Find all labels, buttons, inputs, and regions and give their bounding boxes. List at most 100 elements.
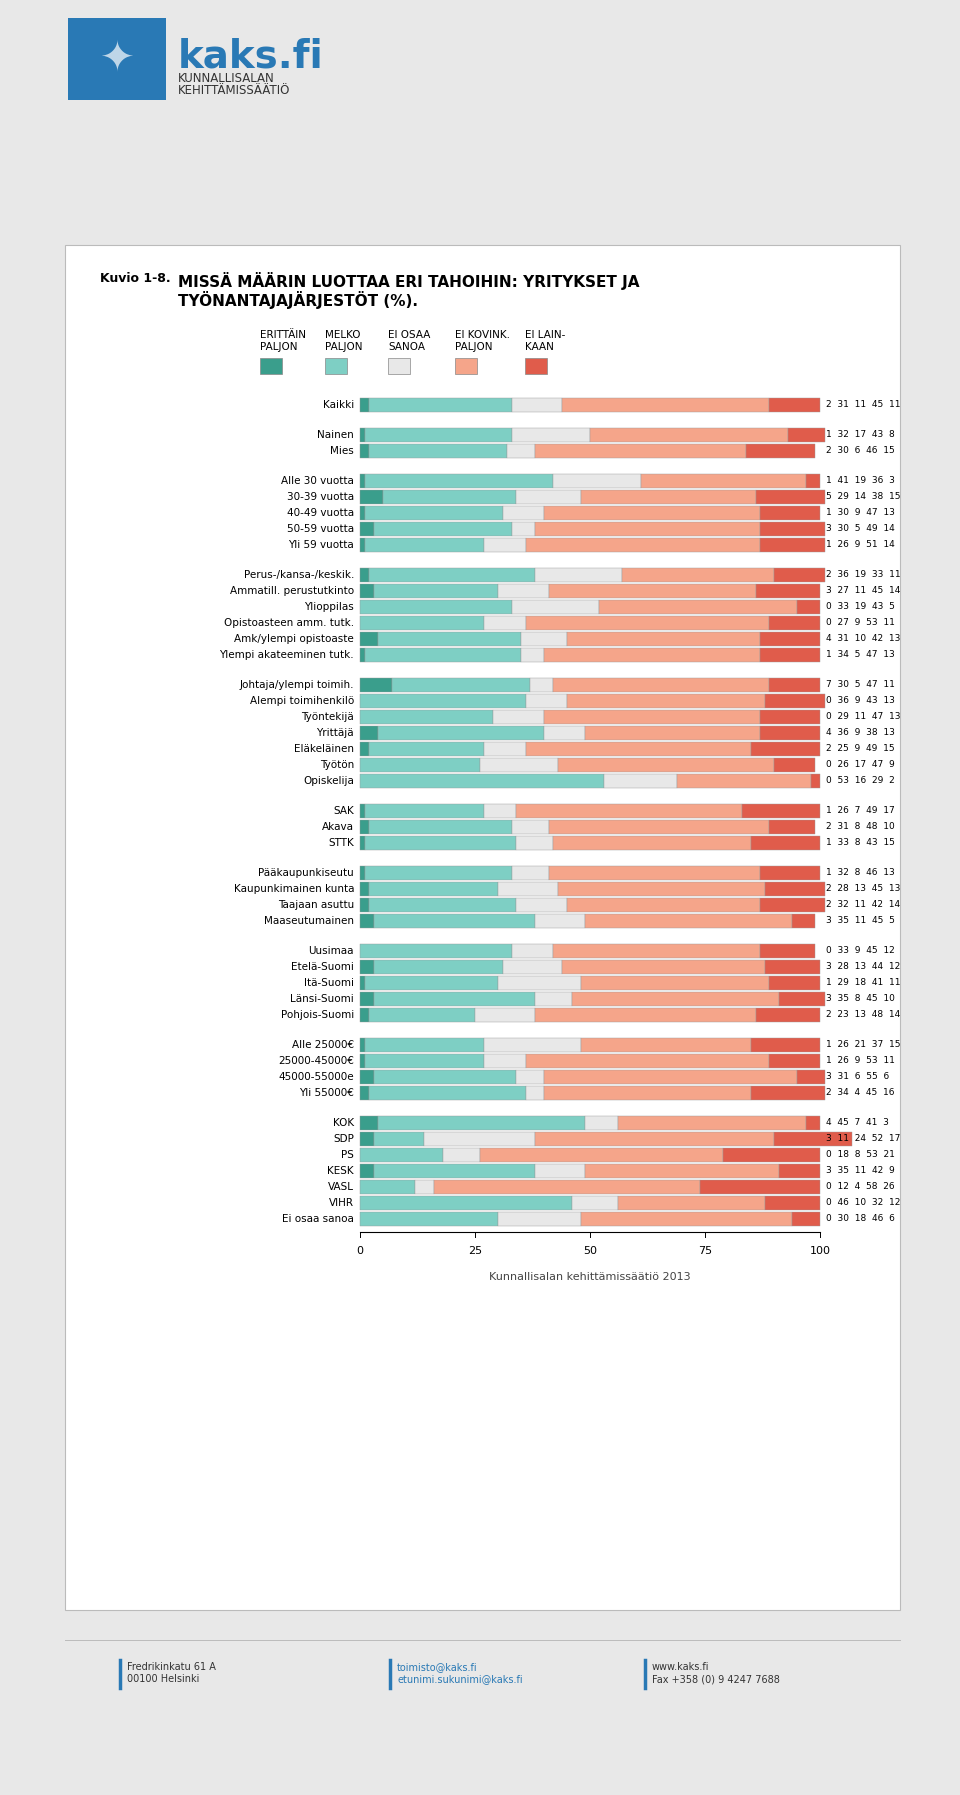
Bar — [769, 616, 820, 630]
Bar — [455, 357, 477, 373]
Text: 2  25  9  49  15: 2 25 9 49 15 — [826, 745, 895, 754]
Text: 1  41  19  36  3: 1 41 19 36 3 — [826, 476, 895, 485]
Text: Taajaan asuttu: Taajaan asuttu — [277, 899, 354, 910]
Text: STTK: STTK — [328, 838, 354, 847]
Bar — [516, 804, 742, 817]
Bar — [360, 757, 480, 772]
Text: 1  32  8  46  13: 1 32 8 46 13 — [826, 869, 895, 878]
Text: Fax +358 (0) 9 4247 7688: Fax +358 (0) 9 4247 7688 — [652, 1675, 780, 1684]
Bar — [360, 443, 370, 458]
Bar — [360, 490, 383, 504]
Bar — [617, 1195, 765, 1210]
Bar — [526, 616, 769, 630]
Bar — [360, 804, 365, 817]
Bar — [571, 1195, 617, 1210]
Text: 75: 75 — [698, 1246, 712, 1256]
Bar — [498, 881, 558, 896]
Bar — [365, 865, 512, 880]
Text: 0  33  19  43  5: 0 33 19 43 5 — [826, 603, 895, 612]
Bar — [360, 427, 365, 442]
Bar — [792, 914, 815, 928]
Bar — [751, 1086, 825, 1100]
Bar — [360, 1149, 443, 1161]
Bar — [553, 836, 751, 849]
Bar — [765, 695, 825, 707]
Text: 5  29  14  38  15: 5 29 14 38 15 — [826, 492, 900, 501]
Text: Uusimaa: Uusimaa — [308, 946, 354, 955]
Text: 0  18  8  53  21: 0 18 8 53 21 — [826, 1151, 895, 1160]
Text: VASL: VASL — [328, 1181, 354, 1192]
Bar — [360, 741, 370, 756]
Bar — [360, 1086, 370, 1100]
Bar — [360, 600, 512, 614]
Text: 2  28  13  45  13: 2 28 13 45 13 — [826, 885, 900, 894]
Bar — [760, 506, 820, 519]
Bar — [563, 398, 769, 411]
Bar — [774, 567, 825, 582]
Text: 0: 0 — [356, 1246, 364, 1256]
Bar — [484, 1038, 581, 1052]
Text: 3  35  11  42  9: 3 35 11 42 9 — [826, 1167, 895, 1176]
Text: 4  45  7  41  3: 4 45 7 41 3 — [826, 1118, 889, 1127]
Bar — [769, 398, 820, 411]
Bar — [769, 1054, 820, 1068]
Bar — [751, 741, 820, 756]
Bar — [586, 1163, 779, 1178]
Text: Kuvio 1-8.: Kuvio 1-8. — [100, 273, 171, 285]
Bar — [760, 538, 825, 551]
Bar — [617, 1116, 806, 1129]
Bar — [747, 443, 815, 458]
Bar — [360, 774, 604, 788]
Bar — [567, 695, 765, 707]
Text: KOK: KOK — [333, 1118, 354, 1127]
Text: Mies: Mies — [330, 445, 354, 456]
Bar — [779, 993, 825, 1005]
Bar — [360, 632, 378, 646]
Bar — [360, 648, 365, 662]
Text: 1  26  7  49  17: 1 26 7 49 17 — [826, 806, 895, 815]
Bar — [365, 648, 521, 662]
Bar — [760, 522, 825, 535]
Bar — [765, 881, 825, 896]
Bar — [360, 538, 365, 551]
Bar — [640, 474, 806, 488]
Bar — [360, 898, 370, 912]
Bar — [525, 357, 547, 373]
Bar — [373, 914, 535, 928]
Bar — [360, 865, 365, 880]
Bar — [724, 1149, 820, 1161]
Text: 100: 100 — [809, 1246, 830, 1256]
Text: 0  30  18  46  6: 0 30 18 46 6 — [826, 1213, 895, 1222]
Text: 4  31  10  42  13: 4 31 10 42 13 — [826, 634, 900, 643]
Bar — [480, 1149, 724, 1161]
Text: Ei osaa sanoa: Ei osaa sanoa — [282, 1213, 354, 1224]
Bar — [544, 506, 760, 519]
Bar — [769, 679, 820, 691]
Text: 25000-45000€: 25000-45000€ — [278, 1055, 354, 1066]
Bar — [586, 914, 792, 928]
Bar — [360, 679, 393, 691]
Bar — [512, 600, 599, 614]
Bar — [797, 1070, 825, 1084]
Bar — [604, 774, 678, 788]
Bar — [434, 1179, 701, 1194]
Bar — [360, 1195, 571, 1210]
Bar — [370, 398, 512, 411]
Bar — [760, 944, 815, 957]
Bar — [678, 774, 811, 788]
Text: TYÖNANTAJAJÄRJESTÖT (%).: TYÖNANTAJAJÄRJESTÖT (%). — [178, 291, 418, 309]
Bar — [507, 443, 535, 458]
Text: 1  34  5  47  13: 1 34 5 47 13 — [826, 650, 895, 659]
Bar — [512, 522, 535, 535]
Bar — [360, 695, 526, 707]
Bar — [360, 1038, 365, 1052]
Bar — [373, 522, 512, 535]
Text: Etelä-Suomi: Etelä-Suomi — [291, 962, 354, 971]
Bar — [373, 1070, 516, 1084]
Bar — [360, 567, 370, 582]
Bar — [521, 632, 567, 646]
Text: Fredrikinkatu 61 A: Fredrikinkatu 61 A — [127, 1662, 216, 1671]
Bar — [760, 648, 820, 662]
Bar — [498, 976, 581, 989]
Text: 0  33  9  45  12: 0 33 9 45 12 — [826, 946, 895, 955]
